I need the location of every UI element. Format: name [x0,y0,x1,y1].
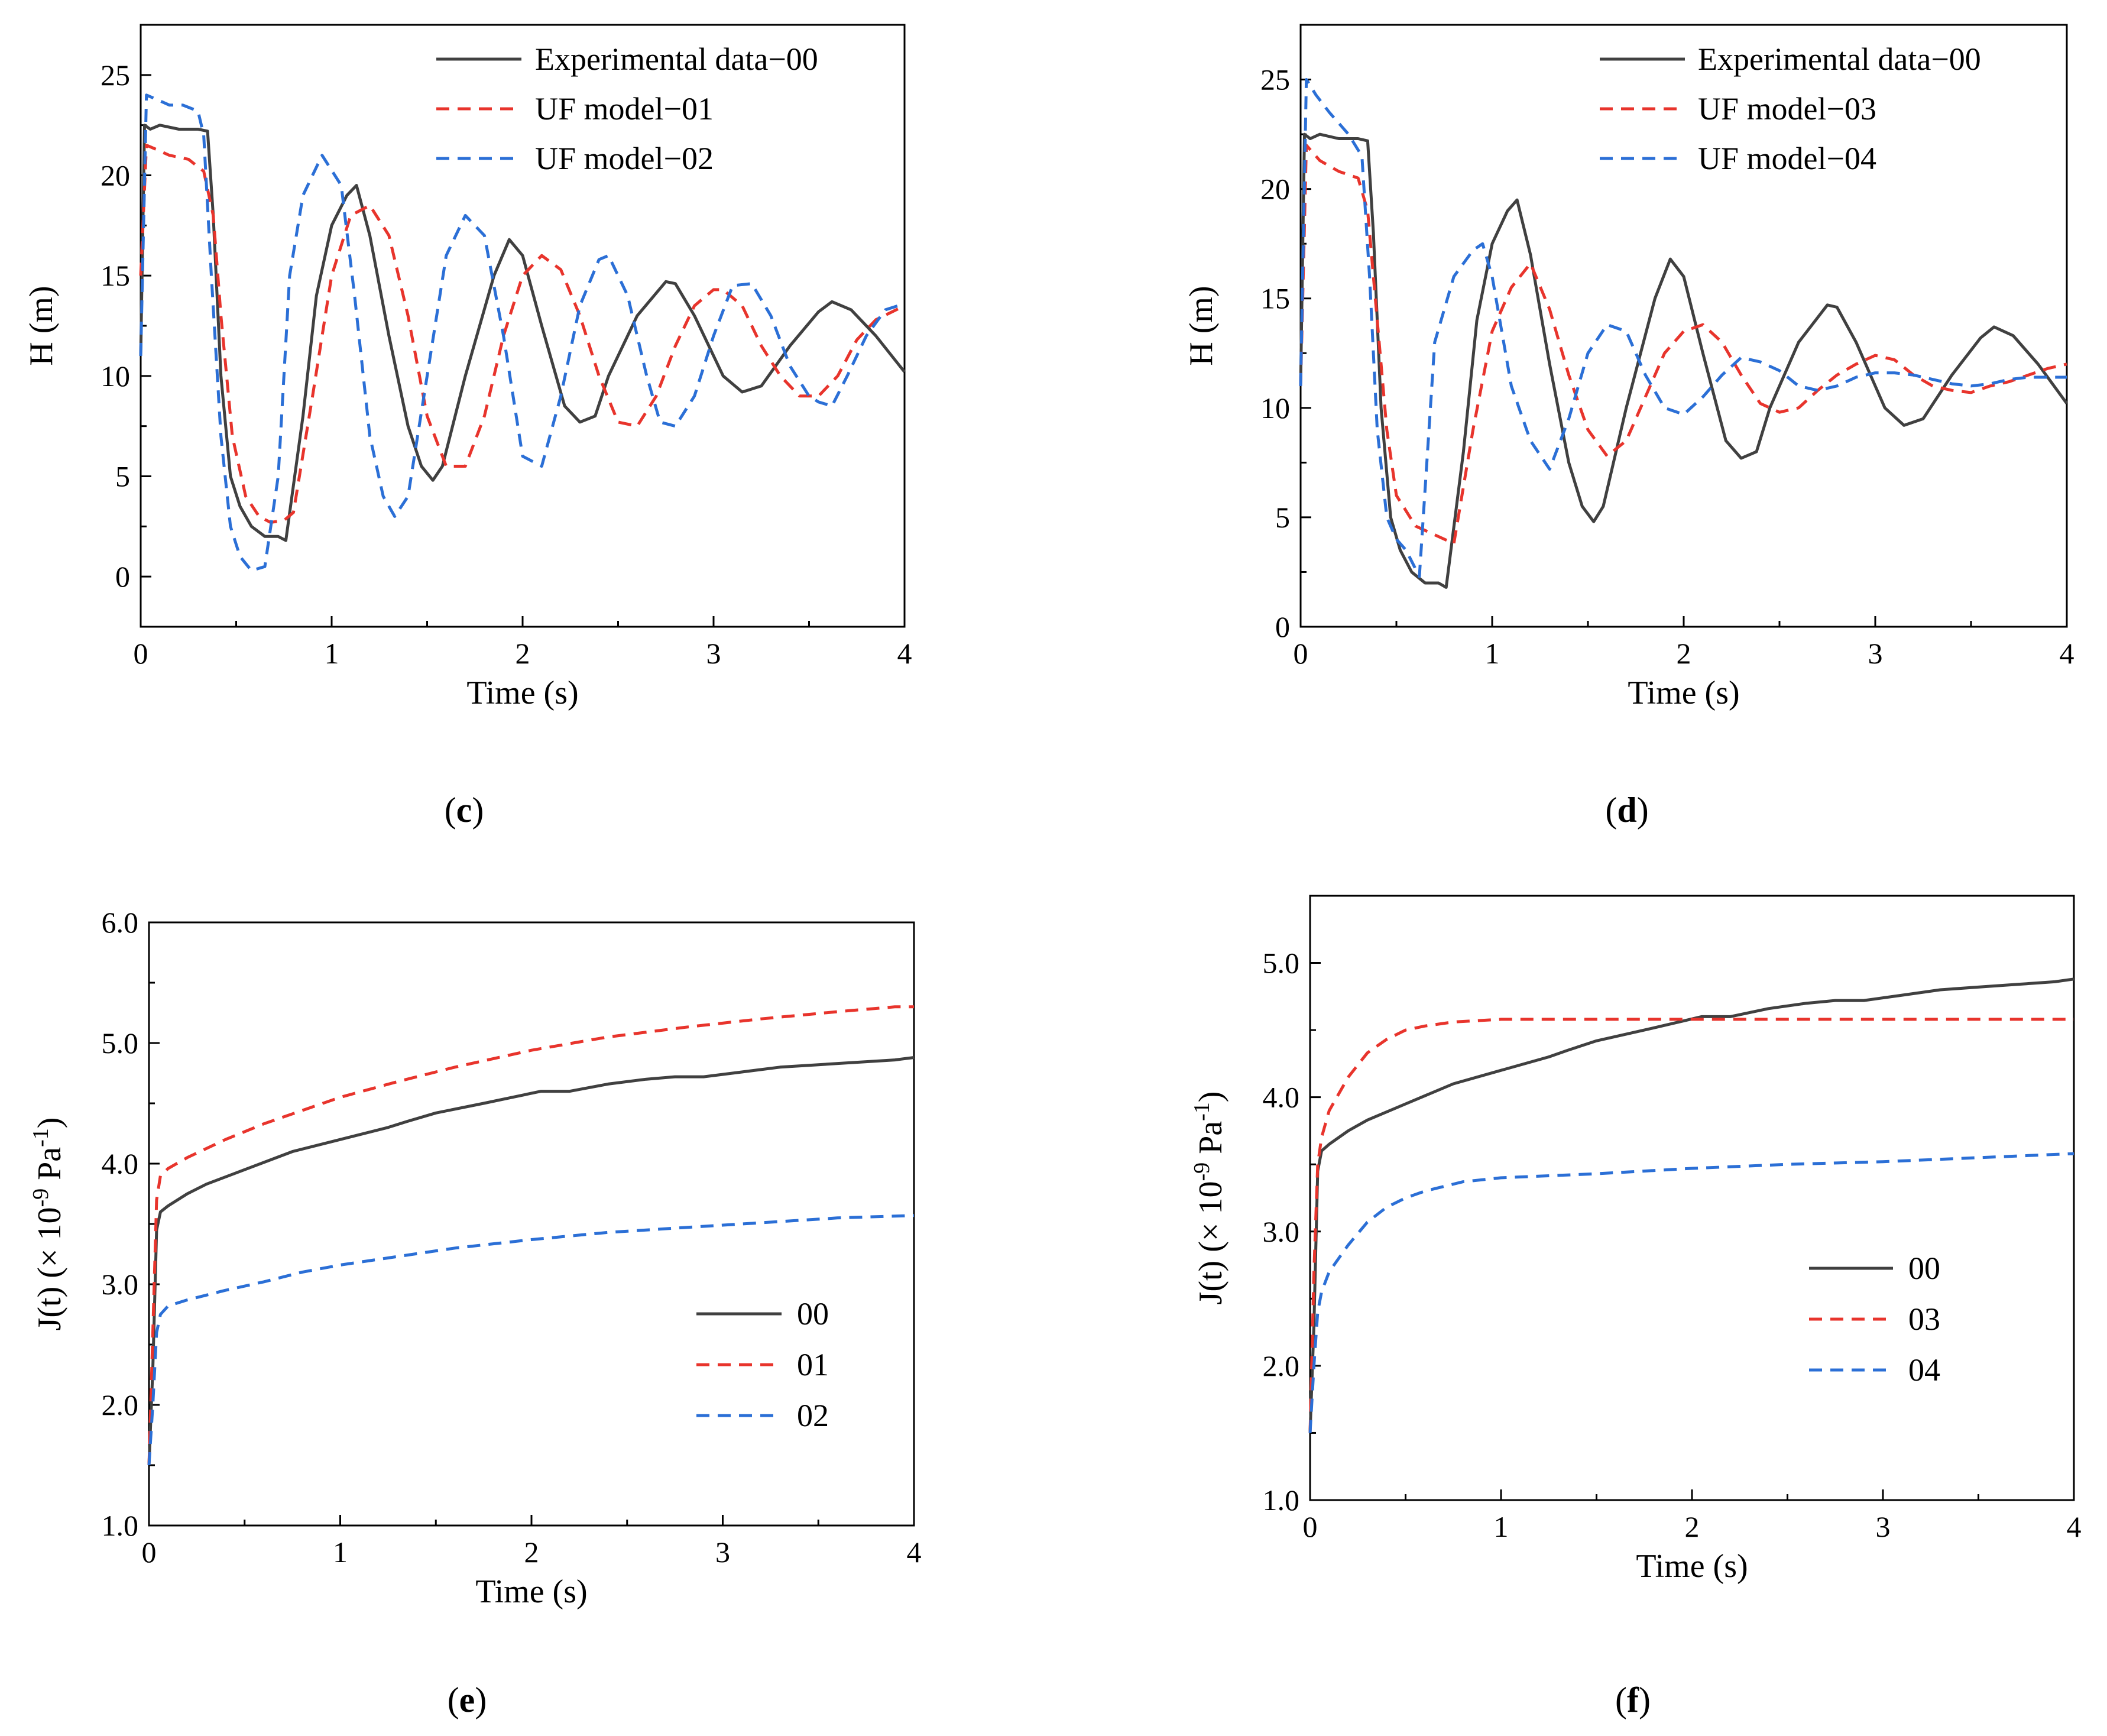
x-tick-label: 3 [706,637,721,670]
series-line-uf-model-03 [1299,144,2067,545]
panel-label-f: (f) [1615,1680,1651,1719]
panel-label-c: (c) [445,791,484,830]
y-tick-label: 25 [101,59,130,92]
x-tick-label: 4 [897,637,912,670]
y-axis-label: H (m) [23,286,60,365]
y-tick-label: 25 [1260,63,1290,96]
chart-f: 0 1 2 3 4 1.0 2.0 3.0 4.0 5.0 Time (s) J(t) (× 10-9… [1189,895,2082,1585]
series-line-experimental-data-00 [139,124,906,542]
x-tick-label: 0 [1303,1510,1318,1543]
legend-label: 04 [1908,1352,1940,1388]
y-tick-label: 5.0 [102,1026,139,1060]
plot-frame [140,24,906,628]
chart-d: 0 1 2 3 4 0 5 10 15 20 25 Time (s) H (m) Experimental… [1183,24,2074,711]
x-tick-label: 0 [134,637,148,670]
series-line-uf-model-02 [139,93,905,572]
y-axis-label: J(t) (× 10-9 Pa-1) [1189,1092,1229,1305]
x-tick-label: 1 [333,1536,348,1569]
series-line-00 [147,1056,915,1466]
x-tick-label: 4 [907,1536,922,1569]
series-line-uf-model-04 [1299,78,2067,578]
y-tick-label: 4.0 [102,1147,139,1180]
y-tick-label: 15 [101,259,130,292]
series-line-04 [1308,1152,2074,1433]
x-tick-label: 2 [1685,1510,1700,1543]
legend-label: 00 [1908,1251,1940,1286]
plot-frame [1309,895,2075,1501]
y-tick-label: 5 [115,460,130,493]
y-tick-label: 0 [115,560,130,593]
legend-label: Experimental data−00 [535,41,818,77]
legend-label: UF model−02 [535,141,714,176]
legend-label: UF model−03 [1698,91,1876,127]
y-tick-label: 2.0 [102,1388,139,1421]
y-tick-label: 5.0 [1263,947,1300,980]
y-tick-label: 1.0 [102,1509,139,1542]
x-tick-label: 2 [1677,637,1691,670]
panel-label-e: (e) [448,1680,487,1719]
x-tick-label: 3 [1876,1510,1891,1543]
x-tick-label: 0 [142,1536,157,1569]
x-tick-label: 1 [1485,637,1500,670]
y-tick-label: 4.0 [1263,1081,1300,1114]
x-tick-label: 2 [516,637,530,670]
plot-frame [1299,24,2068,628]
series-line-02 [147,1214,915,1466]
legend-label: 02 [797,1398,829,1433]
y-tick-label: 1.0 [1263,1484,1300,1517]
y-tick-label: 20 [101,159,130,192]
series-line-01 [147,1005,914,1466]
x-tick-label: 2 [524,1536,539,1569]
legend-label: 01 [797,1347,829,1382]
legend-label: 00 [797,1296,829,1332]
y-tick-label: 10 [101,359,130,393]
x-axis-label: Time (s) [475,1573,587,1610]
x-tick-label: 4 [2060,637,2074,670]
x-axis-label: Time (s) [1636,1548,1748,1585]
series-line-uf-model-01 [139,144,906,524]
y-tick-label: 3.0 [102,1268,139,1301]
panel-label-d: (d) [1605,791,1648,830]
y-tick-label: 15 [1260,282,1290,315]
x-tick-label: 3 [715,1536,730,1569]
legend-label: Experimental data−00 [1698,41,1981,77]
y-axis-label: H (m) [1183,286,1220,365]
legend-label: 03 [1908,1301,1940,1337]
x-tick-label: 3 [1868,637,1883,670]
plot-frame [148,921,915,1527]
y-tick-label: 20 [1260,173,1290,206]
series-line-experimental-data-00 [1299,132,2069,589]
series-line-00 [1308,977,2074,1433]
x-tick-label: 4 [2067,1510,2082,1543]
y-tick-label: 6.0 [102,906,139,939]
y-tick-label: 2.0 [1263,1349,1300,1382]
y-axis-label: J(t) (× 10-9 Pa-1) [28,1118,68,1331]
legend-label: UF model−01 [535,91,714,127]
legend-label: UF model−04 [1698,141,1876,176]
series-line-03 [1308,1018,2074,1433]
chart-c: 0 1 2 3 4 0 5 10 15 20 25 Time (s) H (m) Experimental… [23,24,912,711]
x-axis-label: Time (s) [466,675,578,711]
x-tick-label: 0 [1294,637,1308,670]
x-tick-label: 1 [325,637,339,670]
x-axis-label: Time (s) [1628,675,1739,711]
y-tick-label: 0 [1275,610,1290,643]
y-tick-label: 5 [1275,501,1290,534]
y-tick-label: 10 [1260,391,1290,425]
x-tick-label: 1 [1494,1510,1509,1543]
y-tick-label: 3.0 [1263,1215,1300,1248]
